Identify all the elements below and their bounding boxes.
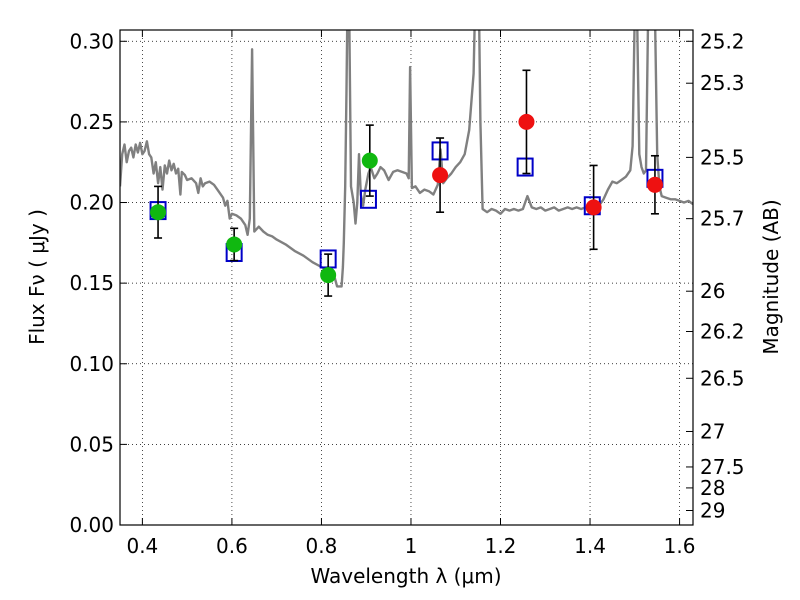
markers — [149, 69, 664, 297]
observed-flux-point — [518, 113, 535, 130]
magnitude-tick-label: 28 — [700, 476, 725, 500]
x-tick-label: 1 — [405, 534, 418, 558]
x-tick-label: 1.4 — [574, 534, 606, 558]
y2-axis-label: Magnitude (AB) — [759, 199, 783, 354]
model-flux-square — [516, 157, 534, 177]
plot-area — [120, 30, 693, 288]
model-spectrum-line — [120, 30, 693, 288]
x-tick-label: 0.4 — [126, 534, 158, 558]
grid-lines — [120, 30, 693, 526]
y-tick-label: 0.05 — [69, 432, 114, 456]
y-tick-label: 0.30 — [69, 29, 114, 53]
plot-frame — [119, 29, 694, 526]
magnitude-tick-label: 27.5 — [700, 455, 745, 479]
magnitude-tick-label: 25.7 — [700, 207, 745, 231]
axis-ticks: 0.4 0.6 0.8 1 1.2 1.4 1.6 0.00 0.05 0.10 0.15 0.20 0… — [69, 29, 744, 558]
observed-flux-point — [361, 152, 378, 169]
magnitude-tick-label: 25.5 — [700, 145, 745, 169]
observed-flux-point — [646, 176, 663, 193]
x-tick-label: 1.2 — [485, 534, 517, 558]
observed-flux-point — [432, 167, 449, 184]
y-tick-label: 0.20 — [69, 191, 114, 215]
y-axis-label: Flux Fν ( μJy ) — [25, 209, 49, 345]
observed-flux-point — [150, 204, 167, 221]
magnitude-tick-label: 26 — [700, 279, 725, 303]
observed-flux-point — [226, 236, 243, 253]
x-tick-label: 0.6 — [216, 534, 248, 558]
y-tick-label: 0.15 — [69, 271, 114, 295]
y-tick-label: 0.00 — [69, 513, 114, 537]
magnitude-tick-label: 25.3 — [700, 71, 745, 95]
magnitude-tick-label: 25.2 — [700, 29, 745, 53]
magnitude-tick-label: 26.2 — [700, 320, 745, 344]
magnitude-tick-label: 27 — [700, 419, 725, 443]
x-tick-label: 1.6 — [664, 534, 696, 558]
observed-flux-point — [320, 267, 337, 284]
x-tick-label: 0.8 — [306, 534, 338, 558]
x-axis-label: Wavelength λ (μm) — [310, 564, 501, 588]
magnitude-tick-label: 29 — [700, 498, 725, 522]
y-tick-label: 0.10 — [69, 352, 114, 376]
magnitude-tick-label: 26.5 — [700, 366, 745, 390]
observed-flux-point — [585, 199, 602, 216]
y-tick-label: 0.25 — [69, 110, 114, 134]
model-flux-square — [359, 189, 377, 209]
